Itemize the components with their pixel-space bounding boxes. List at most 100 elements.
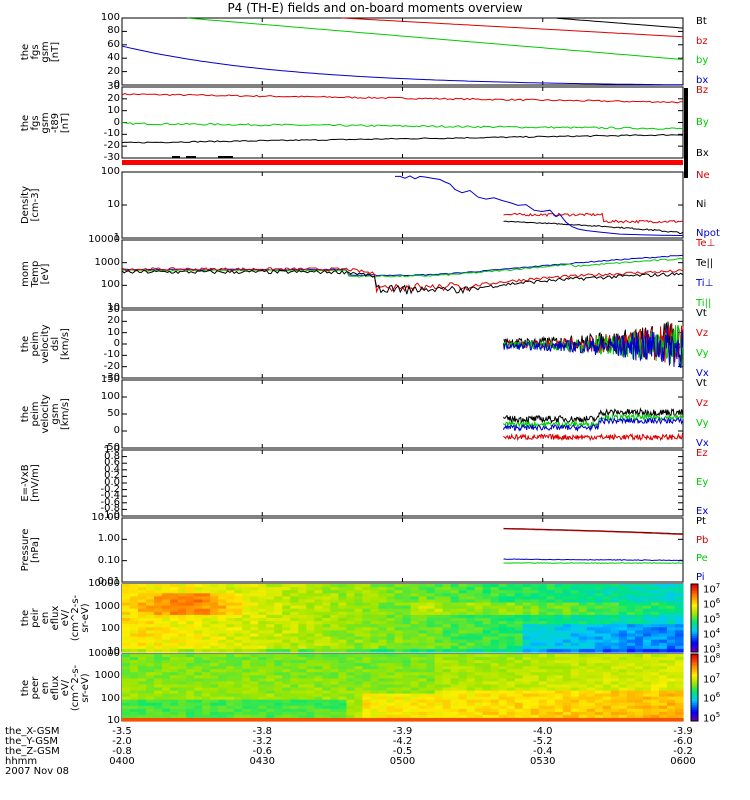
spectrogram-cell <box>578 599 588 604</box>
colorbar-step <box>691 705 698 709</box>
spectrogram-cell <box>650 702 660 707</box>
y-tick-label: 80 <box>107 25 120 37</box>
spectrogram-cell <box>274 684 283 689</box>
spectrogram-cell <box>138 687 147 692</box>
spectrogram-cell <box>202 708 211 713</box>
spectrogram-cell <box>602 678 612 683</box>
spectrogram-cell <box>370 690 380 695</box>
spectrogram-cell <box>586 672 596 676</box>
spectrogram-cell <box>386 669 396 673</box>
spectrogram-cell <box>234 639 243 644</box>
spectrogram-cell <box>554 608 564 613</box>
spectrogram-cell <box>266 696 275 701</box>
spectrogram-cell <box>362 614 372 619</box>
edge-bar <box>684 88 688 178</box>
spectrogram-cell <box>330 669 339 673</box>
spectrogram-cell <box>418 660 428 664</box>
spectrogram-cell <box>130 699 139 704</box>
spectrogram-cell <box>514 618 524 622</box>
spectrogram-cell <box>634 681 644 686</box>
spectrogram-cell <box>266 587 275 591</box>
spectrogram-cell <box>274 690 283 695</box>
spectrogram-cell <box>122 648 131 653</box>
spectrogram-cell <box>346 711 356 716</box>
spectrogram-cell <box>362 699 372 704</box>
spectrogram-cell <box>506 639 516 644</box>
spectrogram-cell <box>138 593 147 597</box>
spectrogram-cell <box>386 611 396 616</box>
spectrogram-cell <box>594 624 604 628</box>
spectrogram-cell <box>426 605 436 610</box>
spectrogram-cell <box>458 705 468 710</box>
spectrogram-cell <box>274 708 283 713</box>
colorbar-step <box>691 597 698 601</box>
spectrogram-cell <box>138 636 147 641</box>
spectrogram-cell <box>274 675 283 679</box>
spectrogram-cell <box>306 714 315 719</box>
spectrogram-cell <box>506 602 516 607</box>
spectrogram-cell <box>250 714 259 719</box>
spectrogram-cell <box>458 642 468 647</box>
spectrogram-cell <box>322 618 331 622</box>
spectrogram-cell <box>522 663 532 667</box>
spectrogram-cell <box>594 630 604 635</box>
spectrogram-cell <box>226 621 235 625</box>
spectrogram-cell <box>402 705 412 710</box>
spectrogram-cell <box>186 584 195 588</box>
spectrogram-cell <box>594 654 604 658</box>
spectrogram-cell <box>674 660 684 664</box>
spectrogram-cell <box>234 593 243 597</box>
spectrogram-cell <box>250 687 259 692</box>
spectrogram-cell <box>554 657 564 661</box>
spectrogram-cell <box>546 660 556 664</box>
spectrogram-cell <box>474 614 484 619</box>
spectrogram-cell <box>386 708 396 713</box>
spectrogram-cell <box>530 660 540 664</box>
y-tick-label: 20 <box>107 65 120 77</box>
spectrogram-cell <box>234 663 243 667</box>
spectrogram-cell <box>626 654 636 658</box>
spectrogram-cell <box>506 654 516 658</box>
spectrogram-cell <box>498 705 508 710</box>
spectrogram-cell <box>386 614 396 619</box>
spectrogram-cell <box>386 624 396 628</box>
spectrogram-cell <box>650 618 660 622</box>
spectrogram-cell <box>314 627 323 631</box>
spectrogram-cell <box>178 663 187 667</box>
spectrogram-cell <box>410 687 420 692</box>
spectrogram-cell <box>394 687 404 692</box>
spectrogram-cell <box>250 705 259 710</box>
spectrogram-cell <box>554 627 564 631</box>
spectrogram-cell <box>586 657 596 661</box>
spectrogram-cell <box>386 596 396 601</box>
spectrogram-cell <box>146 660 155 664</box>
spectrogram-cell <box>522 642 532 647</box>
spectrogram-cell <box>226 605 235 610</box>
spectrogram-cell <box>570 633 580 638</box>
spectrogram-cell <box>250 642 259 647</box>
spectrogram-cell <box>226 660 235 664</box>
xaxis-value: -2.0 <box>112 736 132 747</box>
spectrogram-cell <box>130 645 139 650</box>
spectrogram-cell <box>418 666 428 670</box>
spectrogram-cell <box>650 636 660 641</box>
spectrogram-cell <box>498 605 508 610</box>
spectrogram-cell <box>442 614 452 619</box>
spectrogram-cell <box>674 618 684 622</box>
spectrogram-cell <box>474 590 484 594</box>
spectrogram-cell <box>194 678 203 683</box>
spectrogram-cell <box>586 699 596 704</box>
spectrogram-cell <box>378 608 388 613</box>
spectrogram-cell <box>586 630 596 635</box>
spectrogram-cell <box>594 584 604 588</box>
y-tick-label: 30 <box>107 81 120 92</box>
spectrogram-cell <box>506 693 516 698</box>
spectrogram-cell <box>402 618 412 622</box>
spectrogram-cell <box>346 621 356 625</box>
spectrogram-cell <box>266 596 275 601</box>
spectrogram-cell <box>298 608 307 613</box>
spectrogram-cell <box>442 605 452 610</box>
colorbar-step <box>691 689 698 693</box>
spectrogram-cell <box>250 666 259 670</box>
spectrogram-cell <box>274 611 283 616</box>
